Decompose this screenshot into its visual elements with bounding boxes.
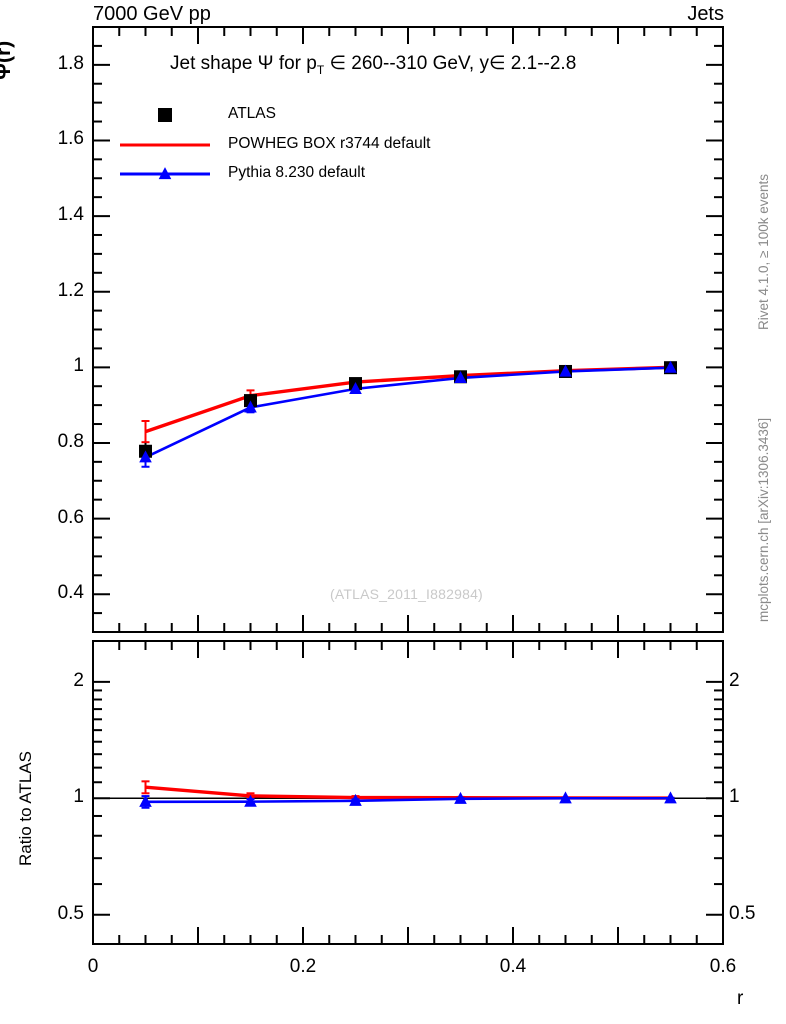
ratio-panel-ticks xyxy=(92,641,724,944)
xtick-label: 0.2 xyxy=(289,956,317,977)
ratio-ytick-label-left: 1 xyxy=(73,786,84,808)
main-ytick-label: 1.4 xyxy=(57,204,84,226)
xtick-label: 0.6 xyxy=(709,956,737,977)
legend-item-label: Pythia 8.230 default xyxy=(228,164,366,181)
beam-energy-label: 7000 GeV pp xyxy=(93,3,211,25)
main-ytick-label: 0.4 xyxy=(57,582,84,604)
xtick-label: 0 xyxy=(87,956,99,977)
ratio-panel-frame xyxy=(92,640,724,945)
legend-item-label: POWHEG BOX r3744 default xyxy=(228,135,431,152)
ratio-ytick-label-right: 2 xyxy=(729,669,740,691)
main-ytick-label: 1 xyxy=(73,355,84,377)
main-panel-ticks xyxy=(92,27,724,632)
ratio-ytick-label-left: 0.5 xyxy=(57,902,84,924)
main-ytick-label: 0.6 xyxy=(57,506,84,528)
main-panel-title-a: Jet shape Ψ for p xyxy=(170,53,317,74)
ratio-panel-series xyxy=(93,780,723,809)
ratio-ytick-label-left: 2 xyxy=(73,669,84,691)
main-ytick-label: 0.8 xyxy=(57,430,84,452)
main-ytick-label: 1.2 xyxy=(57,279,84,301)
xtick-label: 0.4 xyxy=(499,956,527,977)
legend-glyphs xyxy=(120,108,210,180)
xaxis-label: r xyxy=(737,988,744,1009)
main-panel-title-b: ∈ 260--310 GeV, y∈ 2.1--2.8 xyxy=(324,53,577,74)
legend-item-label: ATLAS xyxy=(228,105,276,122)
main-ytick-label: 1.6 xyxy=(57,128,84,150)
ratio-ytick-label-right: 0.5 xyxy=(729,902,756,924)
main-panel-title: Jet shape Ψ for pT ∈ 260--310 GeV, y∈ 2.… xyxy=(170,52,576,77)
main-panel-title-sub: T xyxy=(316,62,325,77)
analysis-category-label: Jets xyxy=(687,3,724,25)
main-panel-series xyxy=(139,360,677,468)
main-panel-frame xyxy=(92,26,724,633)
main-ytick-label: 1.8 xyxy=(57,52,84,74)
ratio-ytick-label-right: 1 xyxy=(729,786,740,808)
analysis-id-watermark: (ATLAS_2011_I882984) xyxy=(330,586,483,602)
